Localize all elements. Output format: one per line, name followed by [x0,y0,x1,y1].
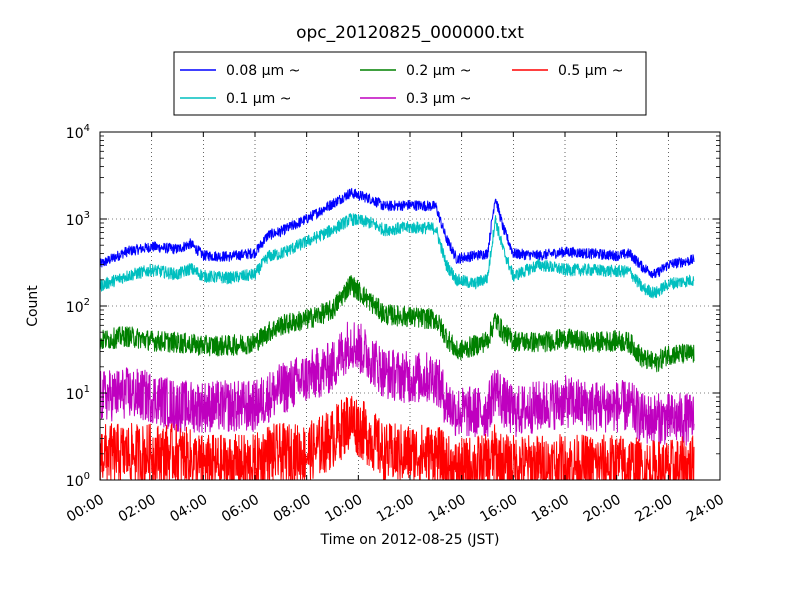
series-line-0 [99,187,695,279]
series-line-3 [99,321,695,446]
x-tick-label: 20:00 [581,492,624,526]
legend: 0.08 μm ~ 0.1 μm ~ 0.2 μm ~ 0.3 μm ~ 0.5 μm … [173,51,647,116]
x-tick-label: 08:00 [271,492,314,526]
legend-label-4: 0.5 μm ~ [558,63,623,79]
legend-label-1: 0.1 μm ~ [226,91,291,107]
x-tick-label: 18:00 [529,492,572,526]
y-tick-base: 10 [66,474,84,490]
y-tick-base: 10 [66,213,84,229]
x-tick-label: 10:00 [322,492,365,526]
y-tick-label: 100 [66,471,90,490]
x-tick-label: 04:00 [167,492,210,526]
y-tick-exponent: 0 [84,471,90,482]
y-tick-label: 104 [66,123,90,142]
x-tick-label: 12:00 [374,492,417,526]
y-tick-label: 101 [66,384,90,403]
x-tick-label: 24:00 [684,492,727,526]
x-tick-label: 22:00 [632,492,675,526]
x-tick-label: 02:00 [116,492,159,526]
y-tick-label: 103 [66,210,90,229]
legend-box [173,51,647,116]
series-layer [99,187,695,481]
x-tick-labels: 00:00 02:00 04:00 06:00 08:00 10:00 12:00 14:00… [64,492,727,526]
chart-title: opc_20120825_000000.txt [296,23,524,43]
x-tick-label: 06:00 [219,492,262,526]
series-line-1 [99,213,695,299]
y-tick-base: 10 [66,126,84,142]
y-tick-exponent: 4 [84,123,90,134]
legend-items: 0.08 μm ~ 0.1 μm ~ 0.2 μm ~ 0.3 μm ~ 0.5 μm … [180,63,623,107]
x-axis-label: Time on 2012-08-25 (JST) [320,532,500,548]
series-line-2 [99,275,695,373]
plot-area [99,131,721,481]
x-tick-label: 14:00 [426,492,469,526]
y-axis-label: Count [25,285,41,327]
y-tick-label: 102 [66,297,90,316]
series-line-4 [99,395,695,481]
legend-label-3: 0.3 μm ~ [406,91,471,107]
y-tick-exponent: 2 [84,297,90,308]
legend-label-2: 0.2 μm ~ [406,63,471,79]
y-tick-base: 10 [66,300,84,316]
y-tick-base: 10 [66,387,84,403]
axis-ticks [99,131,721,481]
x-tick-label: 16:00 [477,492,520,526]
y-tick-exponent: 1 [84,384,90,395]
x-tick-label: 00:00 [64,492,107,526]
y-tick-exponent: 3 [84,210,90,221]
legend-label-0: 0.08 μm ~ [226,63,300,79]
